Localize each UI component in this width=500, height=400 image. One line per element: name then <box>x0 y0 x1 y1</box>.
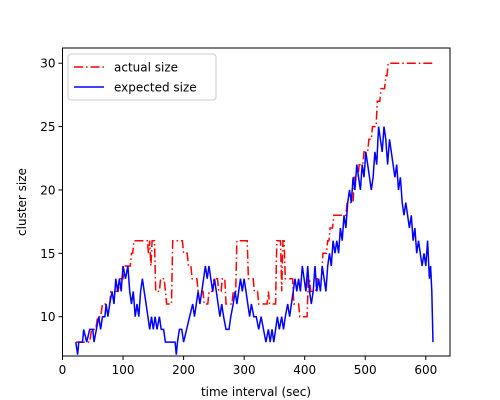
y-tick-label: 15 <box>40 247 55 261</box>
legend-box <box>67 53 217 101</box>
x-tick-label: 500 <box>354 363 377 377</box>
y-axis: 10 15 20 25 30 <box>40 57 63 324</box>
legend-label-actual: actual size <box>114 61 178 75</box>
plot-frame <box>62 47 451 357</box>
series-line-actual-size <box>75 62 433 343</box>
y-axis-label: cluster size <box>15 168 29 236</box>
x-tick-label: 0 <box>59 363 67 377</box>
x-tick-label: 100 <box>112 363 135 377</box>
x-axis: 0 100 200 300 400 500 600 <box>59 356 437 377</box>
plot-area <box>75 62 434 355</box>
y-tick-label: 25 <box>40 120 55 134</box>
y-tick-label: 10 <box>40 310 55 324</box>
y-tick-label: 20 <box>40 183 55 197</box>
y-tick-label: 30 <box>40 57 55 71</box>
series-line-expected-size <box>75 126 434 355</box>
x-tick-label: 400 <box>293 363 316 377</box>
x-tick-label: 200 <box>172 363 195 377</box>
x-tick-label: 300 <box>233 363 256 377</box>
legend-label-expected: expected size <box>114 81 197 95</box>
legend: actual size expected size <box>67 53 217 101</box>
x-tick-label: 600 <box>414 363 437 377</box>
x-axis-label: time interval (sec) <box>201 385 311 399</box>
